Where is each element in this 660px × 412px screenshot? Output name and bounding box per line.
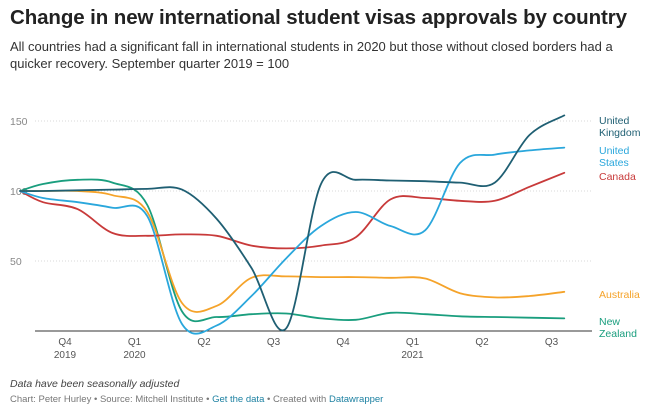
x-tick-year: 2020 [123,350,146,361]
x-tick-year: 2021 [401,350,424,361]
byline-separator: • [93,394,98,405]
series-label: Australia [599,289,640,301]
series-label: New [599,316,620,328]
y-tick-label: 150 [10,116,28,128]
series-line-united-kingdom [19,114,566,332]
series-line-canada [19,171,566,250]
x-tick-label: Q3 [267,337,281,348]
chart-credit-label: Chart: [10,394,36,405]
chart-subtitle: All countries had a significant fall in … [10,39,613,71]
source-label: Source: [99,394,133,405]
series-label: Canada [599,171,636,183]
series-label: United [599,145,630,157]
x-tick-label: Q1 [128,337,142,348]
byline-separator: • [206,394,210,405]
y-tick-label: 50 [10,256,22,268]
chart-note: Data have been seasonally adjusted [10,378,180,390]
datawrapper-link[interactable]: Datawrapper [328,394,384,405]
chart-byline: Chart: Peter Hurley • Source: Mitchell I… [10,394,383,405]
x-tick-label: Q2 [475,337,489,348]
series-label: States [599,157,629,169]
source-name: Mitchell Institute [135,394,204,405]
x-tick-year: 2019 [54,350,77,361]
x-tick-label: Q2 [197,337,211,348]
series-line-united-states [19,146,566,335]
chart-title: Change in new international student visa… [10,6,627,29]
byline-separator: • [267,394,271,405]
x-tick-label: Q3 [545,337,559,348]
x-tick-label: Q1 [406,337,420,348]
created-with-label: Created with [272,394,327,405]
series-line-australia [19,189,566,313]
series-label: United [599,115,630,127]
series-labels: UnitedKingdomUnitedStatesCanadaAustralia… [599,115,641,340]
x-axis: Q4 2019 Q1 2020 Q2 Q3 Q4 Q1 2021 Q2 Q3 [35,330,592,361]
x-tick-label: Q4 [58,337,72,348]
chart-author: Peter Hurley [38,394,92,405]
series-layer [19,114,566,335]
series-label: Kingdom [599,127,641,139]
get-data-link[interactable]: Get the data [212,394,265,405]
series-label: Zealand [599,328,637,340]
series-line-new-zealand [19,178,566,323]
x-tick-label: Q4 [336,337,350,348]
